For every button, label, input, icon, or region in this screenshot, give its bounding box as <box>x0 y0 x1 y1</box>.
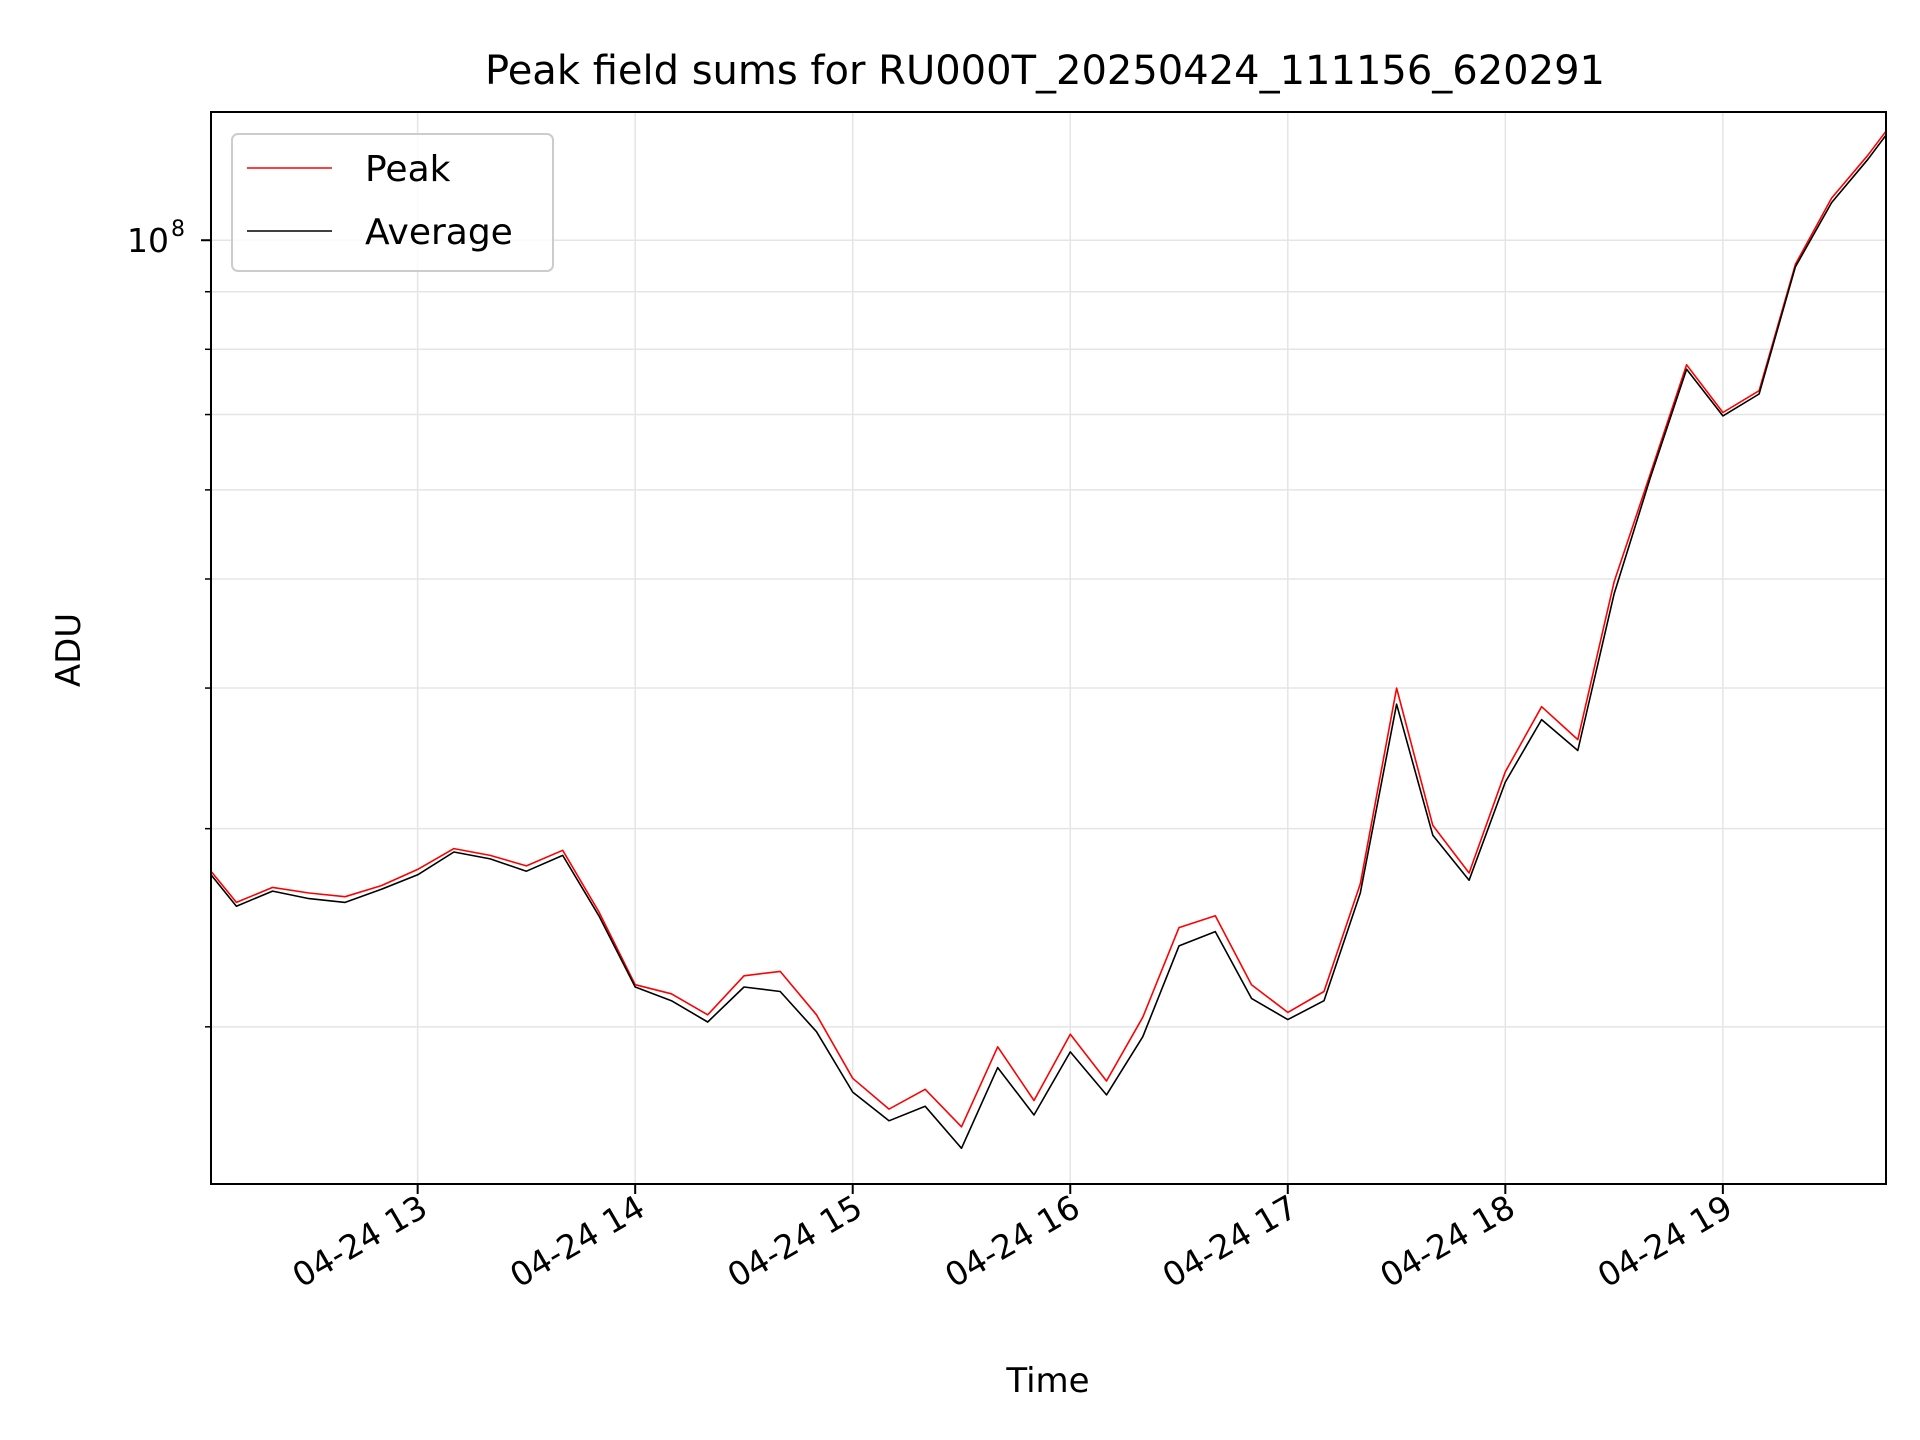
y-axis: 10 8 <box>127 217 211 1028</box>
y-tick-label-exponent: 8 <box>171 217 185 242</box>
average-series-line <box>210 134 1887 1150</box>
legend-average-label: Average <box>365 212 513 253</box>
legend: Peak Average <box>231 133 554 272</box>
grid <box>211 112 1886 1184</box>
y-tick-label: 10 <box>127 221 169 260</box>
plot-frame <box>210 111 1887 1185</box>
y-tick-label-base: 10 <box>127 221 169 260</box>
x-axis-label: Time <box>1005 1361 1089 1401</box>
chart-title: Peak field sums for RU000T_20250424_1111… <box>485 48 1605 94</box>
peak-series-line <box>210 130 1887 1128</box>
series-layer <box>210 130 1887 1150</box>
y-axis-label: ADU <box>49 613 89 687</box>
legend-peak-label: Peak <box>365 149 451 190</box>
